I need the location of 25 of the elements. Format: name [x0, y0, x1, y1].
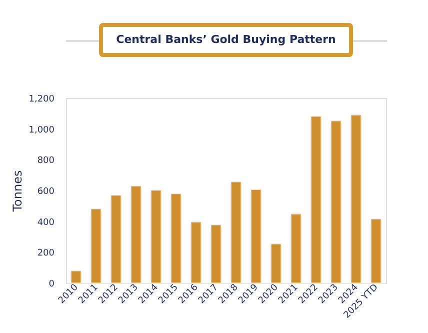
bar	[70, 270, 82, 284]
bar	[230, 181, 242, 284]
bar	[150, 190, 162, 284]
bar	[90, 208, 102, 284]
bar	[330, 120, 342, 284]
y-tick-label: 1,000	[28, 125, 55, 136]
y-tick-label: 0	[48, 280, 55, 290]
y-tick-label: 800	[37, 156, 55, 166]
bar	[110, 194, 122, 284]
bar	[370, 218, 382, 284]
bar	[190, 222, 202, 284]
chart-title: Central Banks’ Gold Buying Pattern	[116, 33, 336, 46]
bar	[290, 214, 302, 284]
bar	[250, 189, 262, 284]
bar	[130, 186, 142, 284]
bar	[350, 114, 362, 284]
bar	[170, 193, 182, 284]
y-tick-label: 200	[37, 248, 55, 259]
bar	[210, 224, 222, 284]
y-tick-label: 600	[37, 187, 55, 197]
bar	[270, 243, 282, 284]
bar	[310, 116, 322, 284]
y-axis-title: Tonnes	[10, 170, 25, 213]
y-tick-label: 1,200	[28, 94, 55, 104]
y-tick-label: 400	[37, 218, 55, 228]
